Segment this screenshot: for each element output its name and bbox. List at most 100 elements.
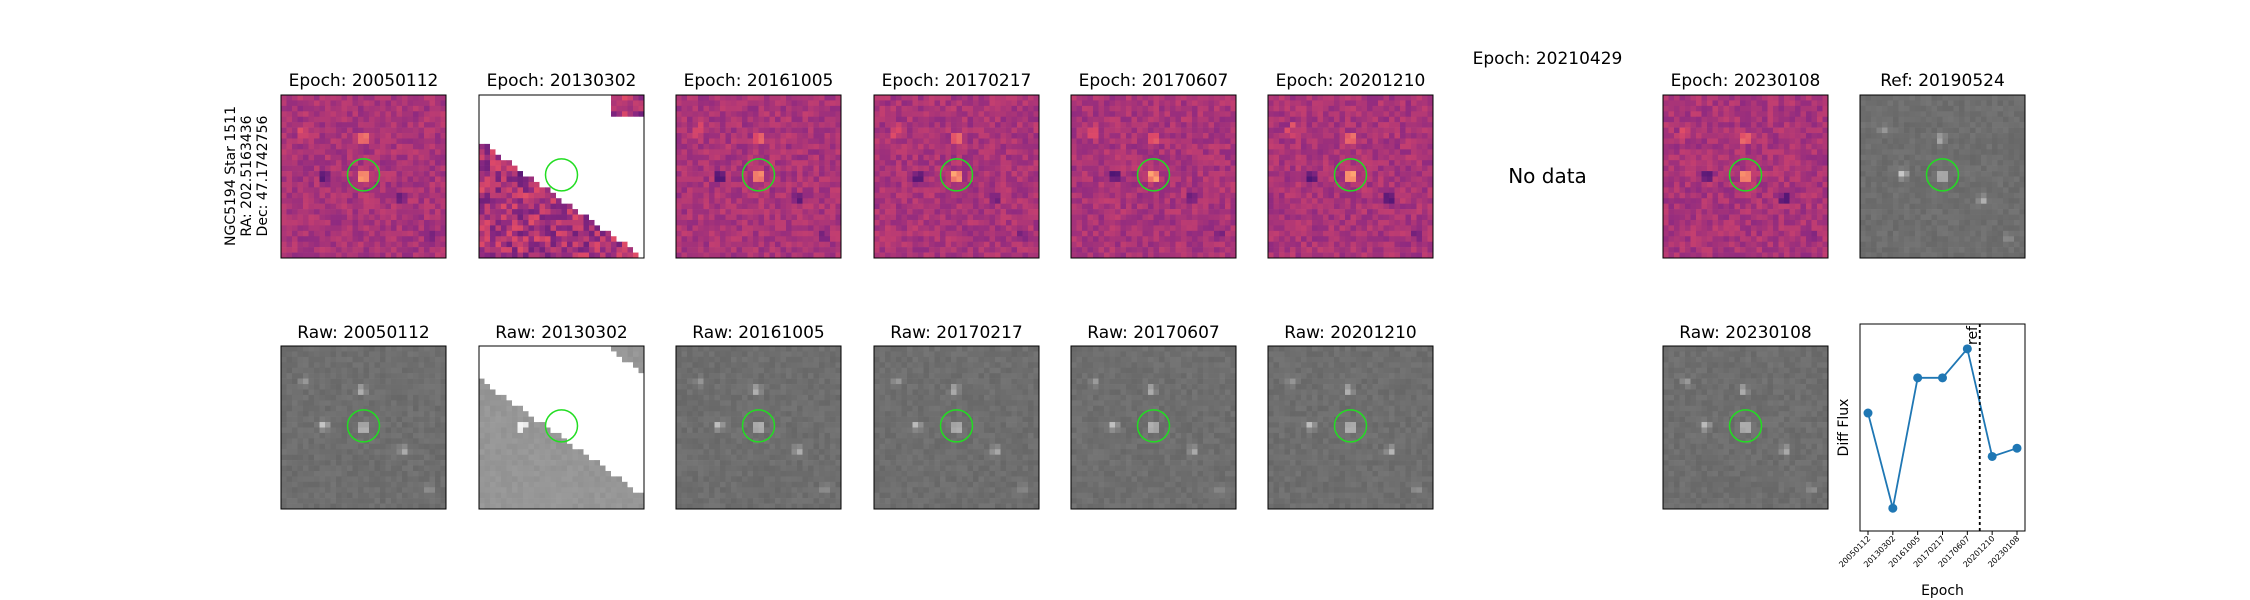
pixel [929, 105, 935, 112]
pixel [901, 116, 908, 123]
pixel [523, 105, 529, 112]
pixel [1416, 160, 1423, 166]
pixel [1028, 236, 1034, 242]
pixel [1225, 214, 1231, 221]
pixel [995, 187, 1001, 194]
pixel [594, 209, 601, 215]
pixel [1000, 192, 1007, 199]
pixel [396, 247, 403, 253]
pixel [934, 100, 941, 107]
pixel [517, 127, 524, 134]
pixel [1225, 176, 1231, 183]
pixel [687, 143, 693, 150]
pixel [314, 100, 320, 107]
pixel [1225, 127, 1231, 134]
pixel [341, 203, 348, 210]
pixel [786, 230, 792, 237]
pixel [1131, 198, 1138, 204]
pixel [352, 160, 359, 166]
pixel [1006, 225, 1012, 232]
pixel [681, 154, 688, 161]
pixel [698, 111, 704, 118]
pixel [901, 95, 908, 101]
pixel [725, 95, 732, 101]
pixel [418, 219, 425, 226]
pixel [1219, 241, 1226, 248]
pixel [780, 252, 787, 259]
pixel [1126, 198, 1132, 204]
pixel [1148, 198, 1154, 204]
pixel [1328, 160, 1335, 166]
pixel [786, 192, 792, 199]
pixel [819, 105, 825, 112]
pixel [1295, 149, 1302, 156]
pixel [1203, 176, 1209, 183]
pixel [1405, 116, 1412, 123]
pixel [435, 236, 441, 242]
pixel [1306, 171, 1313, 177]
pixel [336, 225, 342, 232]
pixel [440, 198, 447, 204]
pixel [742, 214, 748, 221]
pixel [703, 236, 710, 242]
pixel [758, 176, 765, 183]
pixel [1306, 100, 1313, 107]
pixel [572, 95, 579, 101]
pixel [742, 100, 748, 107]
pixel [1017, 133, 1023, 139]
pixel [1230, 116, 1237, 123]
pixel [1422, 165, 1428, 172]
pixel [528, 203, 535, 210]
pixel [1394, 171, 1401, 177]
pixel [797, 236, 803, 242]
pixel [325, 154, 331, 161]
pixel [369, 209, 375, 215]
pixel [424, 127, 430, 134]
pixel [984, 187, 990, 194]
pixel [830, 95, 836, 101]
pixel [1109, 203, 1116, 210]
pixel [347, 171, 353, 177]
pixel [424, 225, 430, 232]
pixel [314, 160, 320, 166]
pixel [1411, 127, 1417, 134]
pixel [973, 176, 979, 183]
pixel [1208, 198, 1215, 204]
pixel [1076, 247, 1083, 253]
pixel [545, 160, 551, 166]
pixel [517, 149, 524, 156]
pixel [1230, 100, 1237, 107]
pixel [923, 95, 930, 101]
pixel [753, 122, 759, 128]
pixel [1011, 160, 1018, 166]
pixel [1109, 127, 1116, 134]
pixel [1394, 116, 1401, 123]
pixel [1120, 95, 1127, 101]
pixel [429, 198, 436, 204]
pixel [978, 122, 985, 128]
pixel [622, 198, 628, 204]
pixel [912, 160, 919, 166]
pixel [1076, 160, 1083, 166]
pixel [995, 181, 1001, 188]
pixel [973, 241, 979, 248]
pixel [567, 236, 573, 242]
pixel [681, 241, 688, 248]
pixel [731, 160, 737, 166]
pixel [1225, 225, 1231, 232]
pixel [1367, 100, 1373, 107]
pixel [1214, 95, 1220, 101]
pixel [435, 214, 441, 221]
pixel [512, 105, 518, 112]
pixel [1148, 171, 1154, 177]
pixel [341, 230, 348, 237]
pixel [1416, 149, 1423, 156]
pixel [890, 127, 897, 134]
pixel [341, 165, 348, 172]
pixel [556, 171, 562, 177]
pixel [1219, 111, 1226, 118]
pixel [912, 219, 919, 226]
pixel [1131, 230, 1138, 237]
pixel [813, 230, 820, 237]
pixel [352, 198, 359, 204]
